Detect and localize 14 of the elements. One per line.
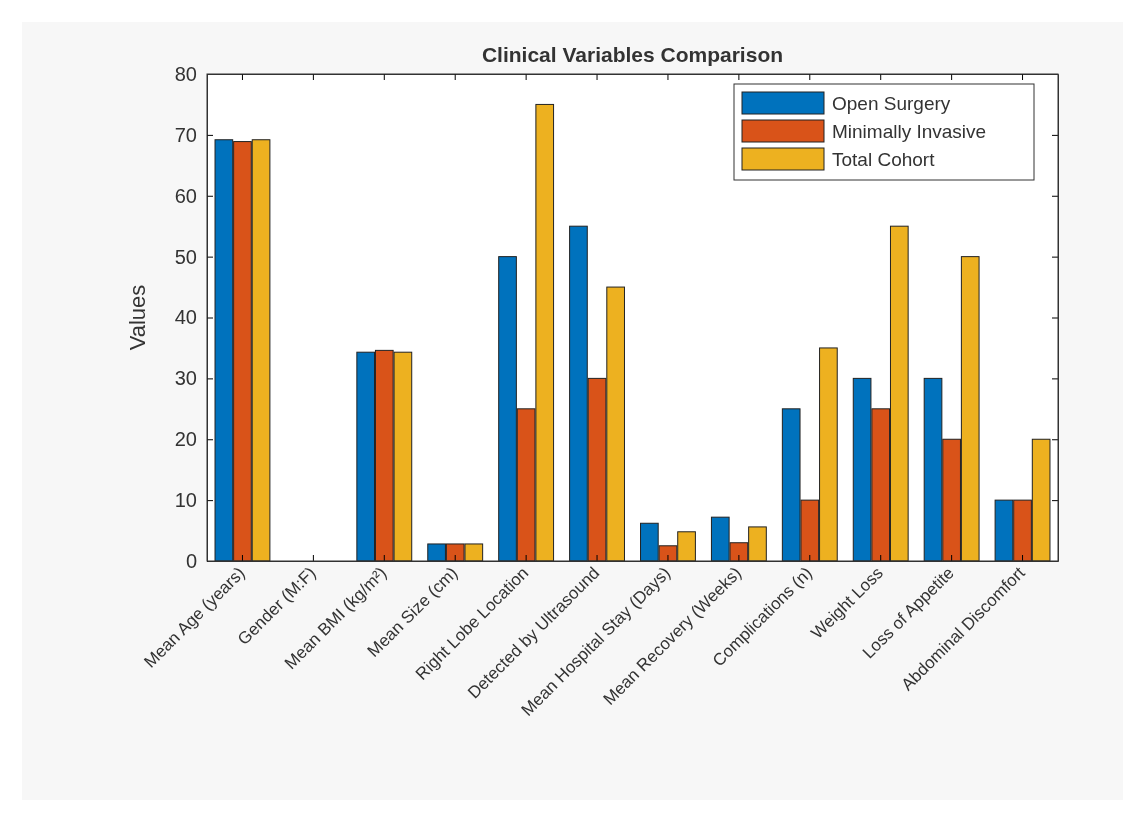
legend-label: Minimally Invasive — [832, 121, 987, 142]
chart-title: Clinical Variables Comparison — [481, 43, 784, 66]
y-tick-label: 20 — [174, 428, 197, 451]
y-tick-label: 30 — [174, 367, 197, 390]
legend-label: Open Surgery — [832, 93, 951, 114]
y-tick-label: 0 — [185, 549, 197, 572]
y-tick-label: 50 — [174, 245, 197, 268]
y-tick-label: 80 — [174, 62, 197, 85]
y-tick-label: 10 — [174, 489, 197, 512]
legend-label: Total Cohort — [832, 149, 936, 170]
y-tick-label: 60 — [174, 184, 197, 207]
y-tick-label: 40 — [174, 306, 197, 329]
y-axis-title: Values — [125, 284, 150, 351]
y-tick-label: 70 — [174, 123, 197, 146]
